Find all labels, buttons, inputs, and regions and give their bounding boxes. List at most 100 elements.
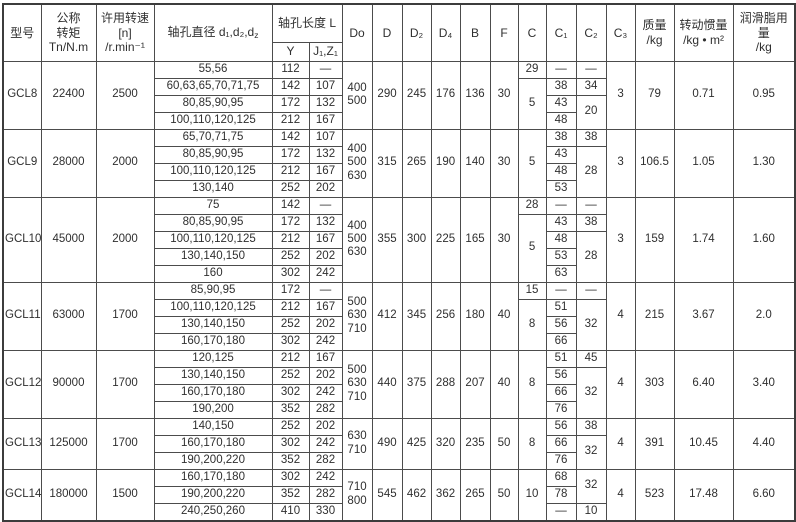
d2-cell: 462: [401, 468, 432, 521]
jz-length-cell: 242: [308, 468, 343, 487]
d-cell: 315: [371, 128, 403, 198]
y-length-cell: 212: [271, 298, 310, 317]
jz-length-cell: 167: [308, 349, 343, 368]
f-cell: 30: [489, 60, 519, 130]
c1-cell: —: [545, 502, 577, 521]
c2-cell: 32: [575, 298, 607, 351]
d4-cell: 256: [430, 281, 461, 351]
d4-cell: 320: [430, 417, 461, 470]
bore-diameter-cell: 160,170,180: [153, 332, 273, 351]
jz-length-cell: 242: [308, 383, 343, 402]
speed-cell: 2000: [95, 128, 155, 198]
torque-cell: 22400: [40, 60, 97, 130]
do-cell: 400 500 630: [341, 196, 373, 283]
y-length-cell: 142: [271, 196, 310, 215]
mass-cell: 79: [634, 60, 675, 130]
col-header-mass: 质量 /kg: [634, 3, 675, 62]
c2-cell: 10: [575, 502, 607, 521]
col-header-d: D: [371, 3, 403, 62]
jz-length-cell: —: [308, 281, 343, 300]
bore-diameter-cell: 100,110,120,125: [153, 162, 273, 181]
torque-cell: 180000: [40, 468, 97, 521]
jz-length-cell: 242: [308, 264, 343, 283]
c1-cell: 76: [545, 451, 577, 470]
inertia-cell: 6.40: [673, 349, 734, 419]
y-length-cell: 410: [271, 502, 310, 521]
c1-cell: 53: [545, 247, 577, 266]
c1-cell: 38: [545, 77, 577, 96]
bore-header-text: 轴孔直径 d₁,d₂,d: [167, 25, 255, 40]
col-header-bore-diameter: 轴孔直径 d₁,d₂,dz: [153, 3, 273, 62]
c2-cell: 38: [575, 417, 607, 436]
model-cell: GCL12: [2, 349, 42, 419]
y-length-cell: 212: [271, 162, 310, 181]
coupling-spec-table: 型号 公称 转矩 Tn/N.m 许用转速 [n] /r.min⁻¹ 轴孔直径 d…: [2, 3, 796, 522]
c-cell: 29: [517, 60, 547, 79]
c1-cell: 56: [545, 315, 577, 334]
bore-diameter-cell: 65,70,71,75: [153, 128, 273, 147]
bore-diameter-cell: 160,170,180: [153, 383, 273, 402]
col-header-jz: J₁,Z₁: [308, 41, 343, 62]
d-cell: 412: [371, 281, 403, 351]
y-length-cell: 112: [271, 60, 310, 79]
y-length-cell: 252: [271, 315, 310, 334]
c-cell: 5: [517, 128, 547, 198]
d2-cell: 265: [401, 128, 432, 198]
grease-cell: 0.95: [732, 60, 796, 130]
c1-cell: 51: [545, 298, 577, 317]
d-cell: 355: [371, 196, 403, 283]
jz-length-cell: 132: [308, 94, 343, 113]
speed-cell: 2500: [95, 60, 155, 130]
c-cell: 5: [517, 213, 547, 283]
bore-diameter-cell: 80,85,90,95: [153, 145, 273, 164]
d4-cell: 225: [430, 196, 461, 283]
f-cell: 30: [489, 128, 519, 198]
col-header-c1: C₁: [545, 3, 577, 62]
bore-diameter-cell: 160,170,180: [153, 434, 273, 453]
y-length-cell: 252: [271, 247, 310, 266]
do-cell: 630 710: [341, 417, 373, 470]
jz-length-cell: 202: [308, 179, 343, 198]
do-cell: 500 630 710: [341, 349, 373, 419]
jz-length-cell: 282: [308, 485, 343, 504]
c3-cell: 4: [605, 281, 636, 351]
b-cell: 207: [459, 349, 491, 419]
c1-cell: 56: [545, 417, 577, 436]
bore-diameter-cell: 120,125: [153, 349, 273, 368]
bore-diameter-cell: 85,90,95: [153, 281, 273, 300]
d2-cell: 245: [401, 60, 432, 130]
y-length-cell: 252: [271, 366, 310, 385]
mass-cell: 523: [634, 468, 675, 521]
jz-length-cell: 202: [308, 247, 343, 266]
mass-cell: 303: [634, 349, 675, 419]
y-length-cell: 252: [271, 179, 310, 198]
do-cell: 710 800: [341, 468, 373, 521]
y-length-cell: 172: [271, 213, 310, 232]
speed-cell: 2000: [95, 196, 155, 283]
c2-cell: —: [575, 60, 607, 79]
jz-length-cell: 107: [308, 77, 343, 96]
jz-length-cell: 202: [308, 417, 343, 436]
c1-cell: —: [545, 196, 577, 215]
speed-cell: 1700: [95, 417, 155, 470]
col-header-do: Do: [341, 3, 373, 62]
jz-length-cell: 202: [308, 315, 343, 334]
c-cell: 5: [517, 77, 547, 130]
c1-cell: 56: [545, 366, 577, 385]
c1-cell: 43: [545, 213, 577, 232]
bore-diameter-cell: 60,63,65,70,71,75: [153, 77, 273, 96]
col-header-c: C: [517, 3, 547, 62]
y-length-cell: 142: [271, 128, 310, 147]
bore-diameter-cell: 55,56: [153, 60, 273, 79]
speed-cell: 1700: [95, 349, 155, 419]
bore-diameter-cell: 80,85,90,95: [153, 94, 273, 113]
jz-length-cell: 167: [308, 230, 343, 249]
bore-diameter-cell: 100,110,120,125: [153, 111, 273, 130]
speed-cell: 1700: [95, 281, 155, 351]
grease-cell: 4.40: [732, 417, 796, 470]
y-length-cell: 172: [271, 94, 310, 113]
y-length-cell: 352: [271, 485, 310, 504]
c1-cell: 53: [545, 179, 577, 198]
c1-cell: 48: [545, 111, 577, 130]
c1-cell: 48: [545, 162, 577, 181]
